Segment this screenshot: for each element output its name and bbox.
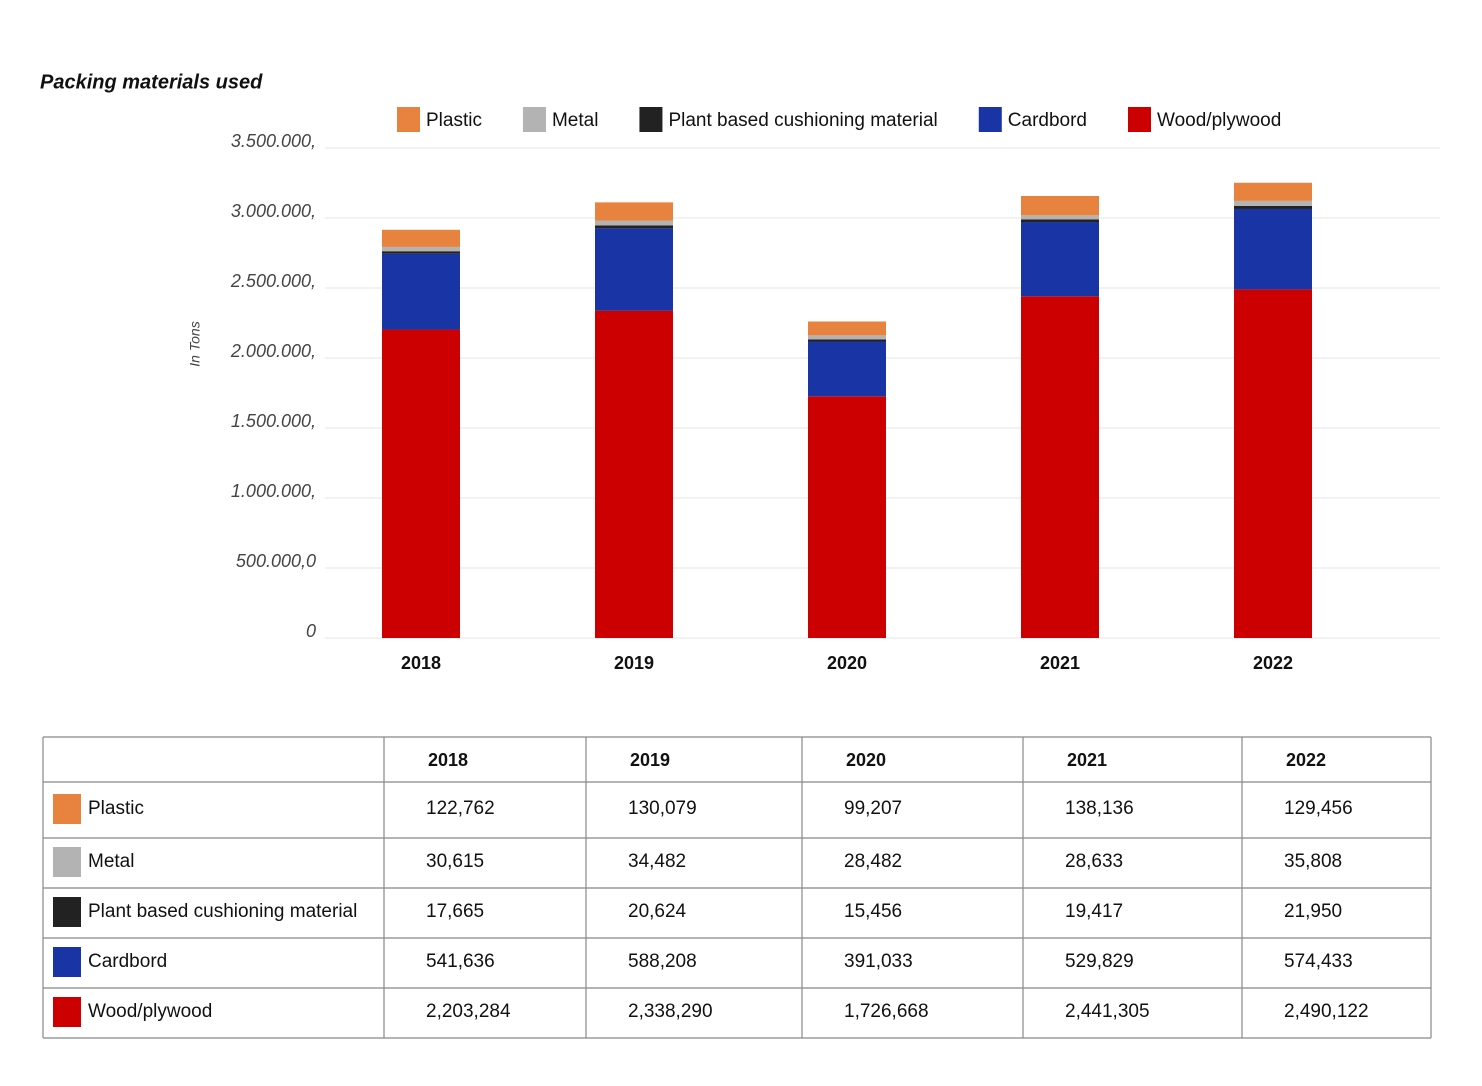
bar-segment: [595, 228, 673, 311]
table-row-label: Plastic: [88, 798, 144, 819]
bar-segment: [1234, 182, 1312, 201]
bar-segment: [595, 225, 673, 229]
bar-segment: [382, 253, 460, 330]
table-cell: 28,482: [844, 851, 902, 872]
bar-segment: [808, 396, 886, 638]
bar-segment: [382, 229, 460, 247]
bar-segment: [808, 341, 886, 397]
bar-segment: [1234, 289, 1312, 638]
table-cell: 2,338,290: [628, 1001, 713, 1022]
table-cell: 20,624: [628, 901, 687, 922]
table-swatch: [53, 947, 81, 977]
table-cell: 35,808: [1284, 851, 1342, 872]
legend-swatch: [522, 107, 546, 132]
legend-swatch: [639, 107, 663, 132]
table-swatch: [53, 997, 81, 1027]
y-tick-label: 1.500.000,: [231, 411, 316, 431]
legend-label: Cardbord: [1008, 110, 1087, 131]
table-row-label: Metal: [88, 851, 134, 872]
table-cell: 122,762: [426, 798, 495, 819]
y-tick-label: 1.000.000,: [231, 481, 316, 501]
table-cell: 28,633: [1065, 851, 1123, 872]
y-tick-label: 3.000.000,: [231, 201, 316, 221]
y-tick-label: 3.500.000,: [231, 131, 316, 151]
table-header: 2019: [630, 750, 670, 770]
table-cell: 2,490,122: [1284, 1001, 1369, 1022]
table-cell: 30,615: [426, 851, 484, 872]
x-tick-label: 2019: [614, 653, 654, 673]
table-cell: 1,726,668: [844, 1001, 929, 1022]
table-row-label: Wood/plywood: [88, 1001, 212, 1022]
table-cell: 130,079: [628, 798, 697, 819]
y-tick-label: 2.000.000,: [230, 341, 316, 361]
table-swatch: [53, 847, 81, 877]
table-cell: 129,456: [1284, 798, 1353, 819]
legend-swatch: [397, 107, 420, 132]
bar-segment: [1021, 215, 1099, 220]
bar-segment: [1021, 195, 1099, 216]
y-tick-label: 500.000,0: [236, 551, 316, 571]
legend-swatch: [1128, 107, 1151, 132]
bar-segment: [1021, 222, 1099, 297]
table-cell: 2,203,284: [426, 1001, 511, 1022]
table-cell: 2,441,305: [1065, 1001, 1150, 1022]
table-cell: 588,208: [628, 951, 697, 972]
table-header: 2021: [1067, 750, 1107, 770]
y-axis-label: In Tons: [187, 321, 203, 366]
bar-segment: [595, 220, 673, 226]
bar-segment: [382, 246, 460, 252]
x-tick-label: 2022: [1253, 653, 1293, 673]
legend-swatch: [978, 107, 1002, 132]
bar-segment: [382, 329, 460, 638]
table-header: 2018: [428, 750, 468, 770]
table-cell: 99,207: [844, 798, 902, 819]
table-cell: 138,136: [1065, 798, 1134, 819]
table-cell: 574,433: [1284, 951, 1353, 972]
bar-segment: [382, 251, 460, 254]
bar-segment: [808, 335, 886, 340]
table-cell: 541,636: [426, 951, 495, 972]
bar-segment: [595, 310, 673, 638]
table-cell: 21,950: [1284, 901, 1342, 922]
table-swatch: [53, 897, 81, 927]
bar-segment: [1234, 208, 1312, 290]
bar-segment: [1234, 200, 1312, 206]
table-cell: 17,665: [426, 901, 484, 922]
bar-segment: [1021, 219, 1099, 223]
table-header: 2022: [1286, 750, 1326, 770]
bar-segment: [808, 321, 886, 336]
table-row-label: Plant based cushioning material: [88, 901, 357, 922]
table-cell: 34,482: [628, 851, 686, 872]
table-cell: 19,417: [1065, 901, 1123, 922]
table-cell: 529,829: [1065, 951, 1134, 972]
chart-title: Packing materials used: [40, 71, 263, 93]
x-tick-label: 2021: [1040, 653, 1080, 673]
y-tick-label: 2.500.000,: [230, 271, 316, 291]
x-tick-label: 2020: [827, 653, 867, 673]
y-tick-label: 0: [306, 621, 316, 641]
legend-label: Wood/plywood: [1157, 110, 1281, 131]
bar-segment: [595, 202, 673, 221]
bar-segment: [1234, 205, 1312, 209]
table-cell: 15,456: [844, 901, 902, 922]
table-row-label: Cardbord: [88, 951, 167, 972]
bar-segment: [808, 339, 886, 342]
legend-label: Plant based cushioning material: [668, 110, 937, 131]
legend-label: Metal: [552, 110, 598, 131]
table-swatch: [53, 794, 81, 824]
bar-segment: [1021, 296, 1099, 638]
legend-label: Plastic: [426, 110, 482, 131]
table-header: 2020: [846, 750, 886, 770]
x-tick-label: 2018: [401, 653, 441, 673]
table-cell: 391,033: [844, 951, 913, 972]
